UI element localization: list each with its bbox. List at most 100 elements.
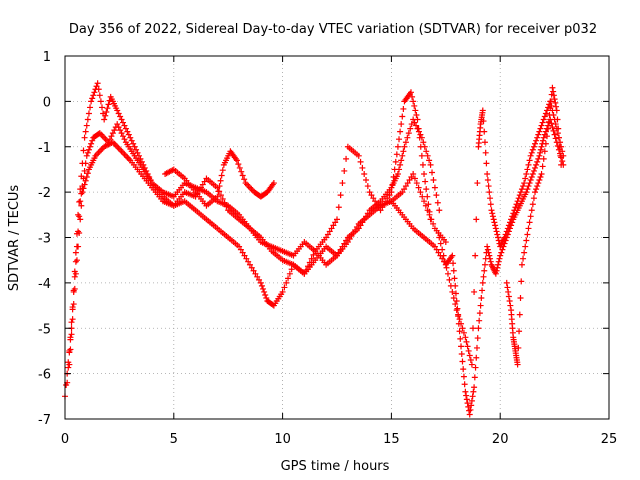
data-point <box>484 170 491 177</box>
data-point <box>523 170 530 177</box>
x-axis-label: GPS time / hours <box>281 459 390 474</box>
data-point <box>481 267 488 274</box>
data-point <box>504 225 511 232</box>
x-tick-label: 20 <box>492 432 509 447</box>
data-point <box>468 402 475 409</box>
data-point <box>452 301 459 308</box>
data-point <box>363 177 370 184</box>
data-point <box>468 397 475 404</box>
data-point <box>85 110 92 117</box>
data-point <box>108 133 115 140</box>
data-point <box>332 219 339 226</box>
data-point <box>411 119 418 126</box>
data-point <box>538 143 545 150</box>
data-point <box>481 261 488 268</box>
data-point <box>218 172 225 179</box>
data-point <box>130 140 137 147</box>
data-point <box>536 128 543 135</box>
data-point <box>539 137 546 144</box>
data-point <box>95 86 102 93</box>
data-point <box>439 255 446 262</box>
data-point <box>402 139 409 146</box>
data-point <box>115 124 122 131</box>
data-point <box>528 174 535 180</box>
data-point <box>537 146 544 153</box>
data-point <box>527 213 534 220</box>
data-point <box>559 158 566 165</box>
data-point <box>114 121 121 128</box>
data-point <box>521 249 528 256</box>
data-point <box>484 243 491 250</box>
data-point <box>521 180 528 187</box>
data-point <box>69 304 76 311</box>
data-point <box>346 236 353 243</box>
data-point <box>71 273 78 280</box>
data-point <box>82 177 89 184</box>
data-point <box>453 307 460 314</box>
data-point <box>547 105 554 112</box>
data-point <box>370 195 377 202</box>
data-point <box>239 249 246 256</box>
data-point <box>219 195 226 202</box>
data-point <box>343 155 350 162</box>
data-point <box>91 89 98 96</box>
data-point <box>67 346 74 353</box>
data-point <box>476 317 483 324</box>
data-point <box>399 113 406 120</box>
data-point <box>430 220 437 227</box>
data-point <box>67 334 74 341</box>
data-point <box>467 406 474 413</box>
data-point <box>248 264 255 271</box>
data-point <box>466 352 473 359</box>
data-point <box>524 166 531 173</box>
data-point <box>397 161 404 168</box>
data-point <box>530 167 537 174</box>
data-point <box>536 177 543 184</box>
data-point <box>555 146 562 153</box>
data-point <box>84 170 91 177</box>
data-point <box>533 161 540 168</box>
data-point <box>529 201 536 208</box>
data-point <box>421 143 428 150</box>
data-point <box>534 134 541 141</box>
data-point <box>66 361 73 368</box>
data-point <box>473 344 480 351</box>
x-tick-label: 25 <box>601 432 618 447</box>
data-point <box>451 275 458 282</box>
data-point <box>270 180 277 187</box>
data-point <box>436 234 443 241</box>
data-point <box>503 228 510 235</box>
data-point <box>233 157 240 164</box>
data-point <box>525 161 532 168</box>
data-point <box>518 186 525 193</box>
data-point <box>490 216 497 223</box>
data-point <box>522 243 529 250</box>
data-point <box>258 282 265 289</box>
data-point <box>121 122 128 129</box>
data-point <box>344 239 351 246</box>
data-point <box>516 192 523 199</box>
data-point <box>428 216 435 223</box>
data-point <box>471 384 478 391</box>
data-point <box>529 146 536 153</box>
data-point <box>252 270 259 277</box>
data-point <box>386 192 393 199</box>
data-point <box>510 210 517 217</box>
data-point <box>551 131 558 138</box>
data-point <box>515 344 522 351</box>
data-point <box>447 282 454 289</box>
data-point <box>262 291 269 298</box>
data-point <box>485 183 492 190</box>
data-point <box>489 210 496 217</box>
data-point <box>434 199 441 206</box>
data-point <box>494 231 501 238</box>
data-point <box>458 320 465 327</box>
data-point <box>402 183 409 190</box>
data-point <box>526 157 533 164</box>
data-point <box>557 152 564 159</box>
data-point <box>415 184 422 191</box>
data-point <box>523 189 530 196</box>
data-point <box>419 193 426 200</box>
data-point <box>82 128 89 135</box>
data-point <box>87 143 94 150</box>
